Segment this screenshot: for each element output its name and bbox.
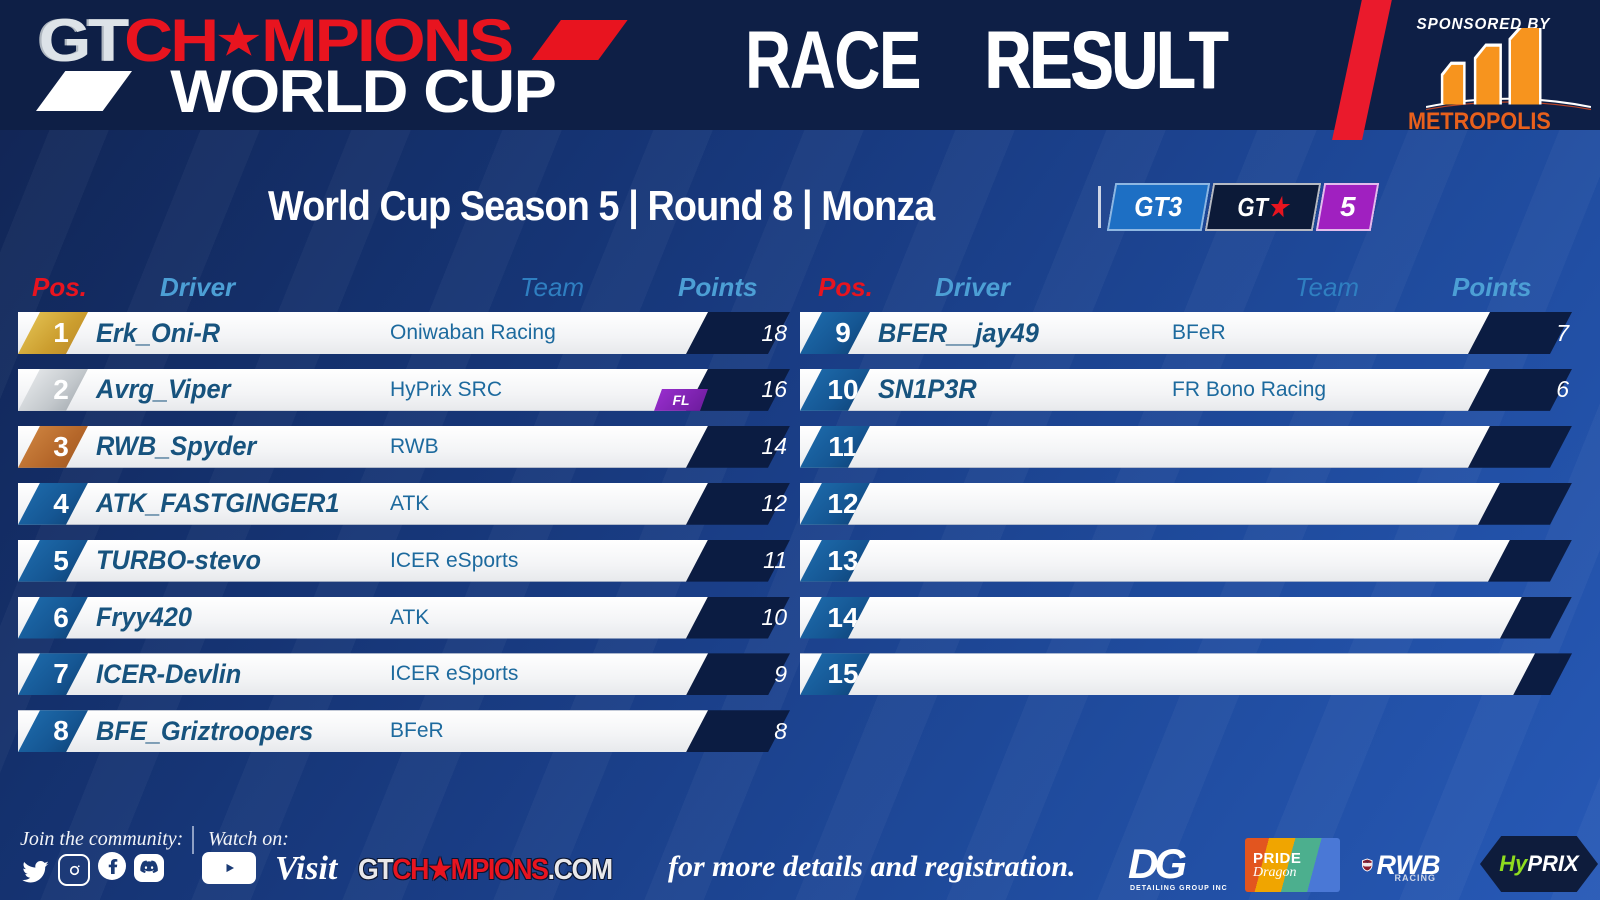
svg-text:DG: DG (1128, 840, 1186, 887)
svg-text:DETAILING GROUP INC: DETAILING GROUP INC (1130, 885, 1228, 892)
